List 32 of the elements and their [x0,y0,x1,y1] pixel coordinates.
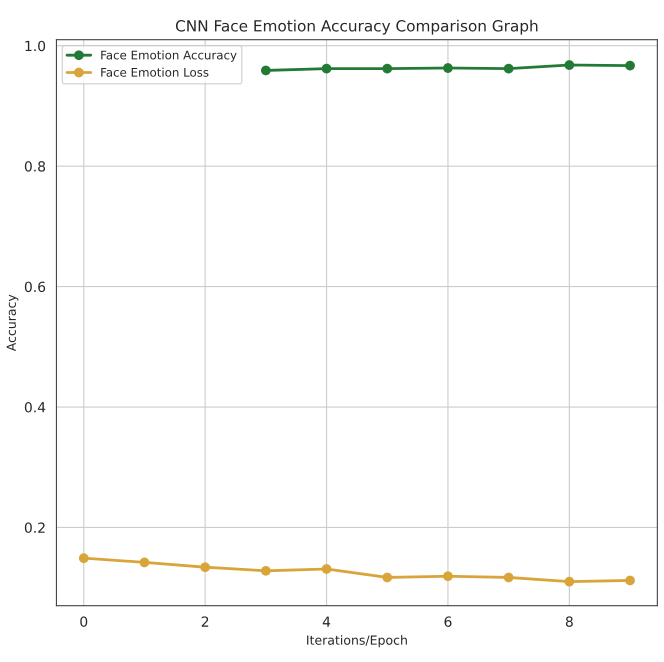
point [504,64,514,74]
point [382,572,392,582]
y-tick-label: 0.2 [24,522,45,533]
x-tick-label: 0 [80,616,88,627]
point [443,63,453,73]
point [322,564,332,574]
y-tick-label: 0.6 [24,282,46,292]
y-tick-label: 0.4 [24,402,46,412]
point [564,576,574,587]
x-tick-label: 4 [322,616,330,627]
point [564,60,574,70]
point [625,60,635,70]
point [260,566,271,576]
point [625,576,635,586]
y-tick-label: 1.0 [25,40,46,52]
x-tick-label: 2 [202,616,208,627]
point [443,571,453,582]
legend-label: Face Emotion Accuracy [101,50,237,62]
point [200,562,210,572]
point [78,553,89,564]
point [260,66,271,76]
y-axis-title: Accuracy [6,294,18,352]
x-axis-title: Iterations/Epoch [307,635,407,648]
y-tick-label: 0.8 [24,161,46,172]
point [140,558,150,568]
point [382,64,392,74]
x-tick-label: 6 [444,616,452,627]
point [504,572,514,582]
point [322,64,332,74]
legend-label: Face Emotion Loss [101,68,208,77]
chart-title: CNN Face Emotion Accuracy Comparison Graph [176,20,538,35]
x-tick-label: 8 [566,616,573,627]
